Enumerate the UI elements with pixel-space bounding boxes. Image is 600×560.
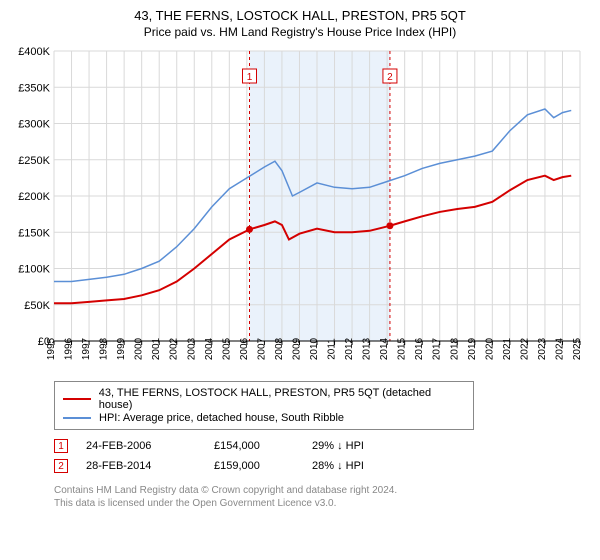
legend-item: 43, THE FERNS, LOSTOCK HALL, PRESTON, PR… — [63, 387, 465, 411]
footer-line: This data is licensed under the Open Gov… — [54, 497, 590, 510]
legend-item: HPI: Average price, detached house, Sout… — [63, 412, 465, 424]
sale-price: £159,000 — [214, 460, 294, 472]
chart-svg: £0£50K£100K£150K£200K£250K£300K£350K£400… — [10, 45, 590, 375]
plot-area: £0£50K£100K£150K£200K£250K£300K£350K£400… — [10, 45, 590, 375]
sales-list: 1 24-FEB-2006 £154,000 29% ↓ HPI 2 28-FE… — [54, 436, 590, 476]
sale-date: 24-FEB-2006 — [86, 440, 196, 452]
svg-text:1: 1 — [247, 72, 253, 83]
legend-swatch — [63, 398, 91, 400]
sale-marker: 1 — [54, 439, 68, 453]
sale-price: £154,000 — [214, 440, 294, 452]
sale-date: 28-FEB-2014 — [86, 460, 196, 472]
sale-marker: 2 — [54, 459, 68, 473]
svg-text:£50K: £50K — [24, 300, 50, 312]
sale-row: 1 24-FEB-2006 £154,000 29% ↓ HPI — [54, 436, 590, 456]
svg-text:£400K: £400K — [18, 46, 50, 58]
legend-label: HPI: Average price, detached house, Sout… — [99, 412, 344, 424]
sale-diff: 29% ↓ HPI — [312, 440, 422, 452]
svg-text:2: 2 — [387, 72, 393, 83]
svg-text:£150K: £150K — [18, 227, 50, 239]
sale-diff: 28% ↓ HPI — [312, 460, 422, 472]
svg-text:£350K: £350K — [18, 82, 50, 94]
legend-swatch — [63, 417, 91, 419]
chart-title: 43, THE FERNS, LOSTOCK HALL, PRESTON, PR… — [10, 8, 590, 23]
footer-line: Contains HM Land Registry data © Crown c… — [54, 484, 590, 497]
svg-text:£300K: £300K — [18, 119, 50, 131]
svg-text:£250K: £250K — [18, 155, 50, 167]
legend: 43, THE FERNS, LOSTOCK HALL, PRESTON, PR… — [54, 381, 474, 430]
chart-subtitle: Price paid vs. HM Land Registry's House … — [10, 25, 590, 39]
svg-text:£100K: £100K — [18, 264, 50, 276]
footer: Contains HM Land Registry data © Crown c… — [54, 484, 590, 510]
legend-label: 43, THE FERNS, LOSTOCK HALL, PRESTON, PR… — [99, 387, 465, 411]
sale-row: 2 28-FEB-2014 £159,000 28% ↓ HPI — [54, 456, 590, 476]
svg-text:£200K: £200K — [18, 191, 50, 203]
